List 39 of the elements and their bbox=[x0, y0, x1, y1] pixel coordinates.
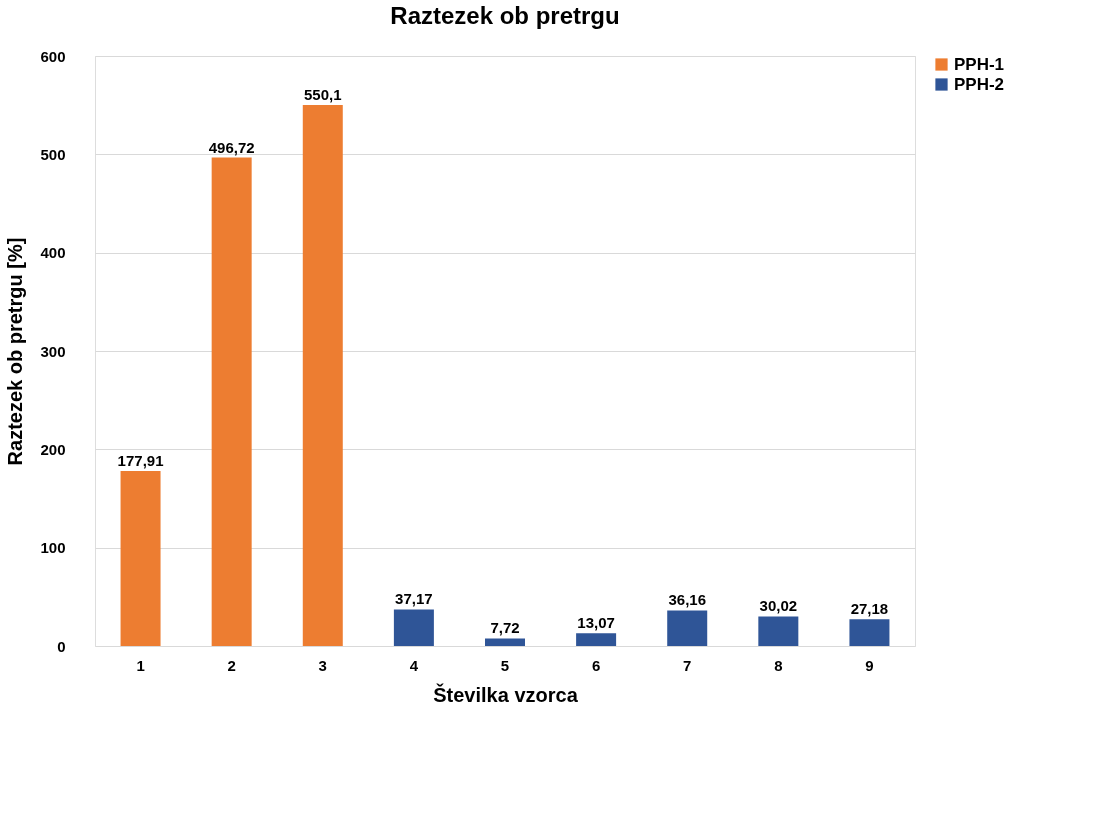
data-label: 27,18 bbox=[850, 600, 889, 618]
data-label: 13,07 bbox=[577, 614, 615, 632]
y-axis-title: Raztezek ob pretrgu [%] bbox=[4, 237, 27, 466]
x-tick-label: 8 bbox=[774, 656, 783, 674]
x-tick-label: 6 bbox=[591, 656, 601, 674]
data-label: 550,1 bbox=[304, 86, 342, 104]
legend-label: PPH-2 bbox=[954, 74, 1005, 94]
y-tick-label: 200 bbox=[40, 440, 66, 458]
y-tick-label: 0 bbox=[57, 637, 66, 655]
x-tick-label: 2 bbox=[227, 656, 236, 674]
bar bbox=[485, 638, 525, 646]
bar bbox=[758, 616, 799, 646]
bar bbox=[211, 157, 252, 646]
data-label: 37,17 bbox=[395, 590, 433, 608]
chart-title: Raztezek ob pretrgu bbox=[390, 2, 620, 29]
bar bbox=[576, 633, 617, 646]
bar bbox=[849, 619, 890, 646]
data-label: 36,16 bbox=[668, 591, 706, 609]
bar bbox=[120, 471, 161, 646]
data-label: 496,72 bbox=[208, 138, 255, 156]
y-tick-label: 400 bbox=[40, 244, 66, 262]
x-tick-label: 3 bbox=[318, 656, 327, 674]
bar bbox=[302, 105, 343, 646]
bar bbox=[667, 610, 708, 646]
y-tick-label: 600 bbox=[40, 47, 66, 65]
x-axis-title: Številka vzorca bbox=[433, 682, 579, 706]
data-label: 30,02 bbox=[759, 597, 798, 615]
y-tick-label: 300 bbox=[40, 342, 66, 360]
x-tick-label: 9 bbox=[865, 656, 874, 674]
legend-label: PPH-1 bbox=[954, 54, 1005, 74]
data-label: 177,91 bbox=[117, 452, 164, 470]
x-tick-label: 1 bbox=[136, 656, 145, 674]
x-tick-label: 4 bbox=[409, 656, 419, 674]
data-label: 7,72 bbox=[490, 619, 520, 637]
y-tick-label: 500 bbox=[40, 145, 66, 163]
x-tick-label: 5 bbox=[500, 656, 510, 674]
y-tick-label: 100 bbox=[40, 539, 66, 557]
x-tick-label: 7 bbox=[683, 656, 692, 674]
bar bbox=[393, 609, 434, 646]
